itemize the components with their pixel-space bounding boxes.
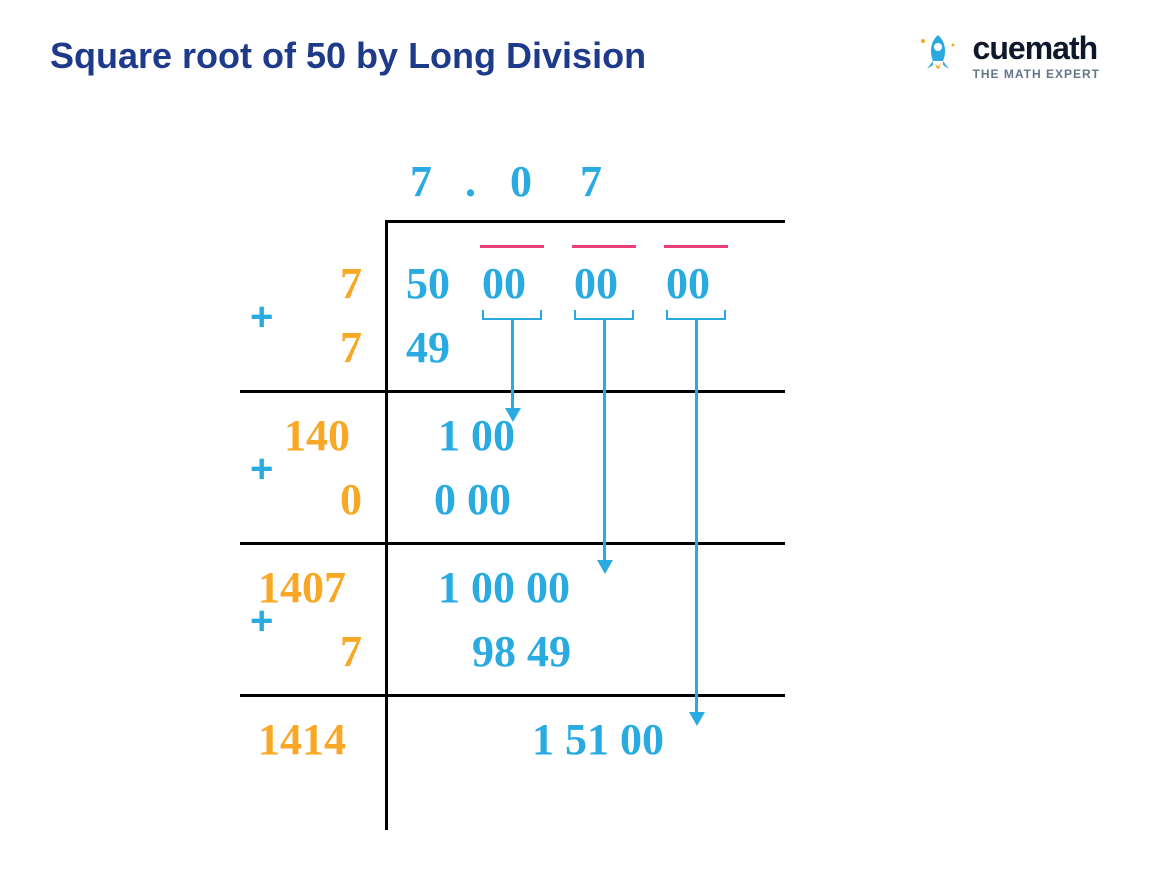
- pair-overline-1: [480, 245, 544, 248]
- step3-subtract: 98 49: [472, 626, 571, 677]
- step1-subtract: 49: [406, 322, 450, 373]
- pair-overline-3: [664, 245, 728, 248]
- pair-bracket-1: [482, 310, 542, 320]
- step2-subtract: 0 00: [434, 474, 511, 525]
- bringdown-arrow-1-line: [511, 320, 514, 410]
- division-vertical-line: [385, 220, 388, 830]
- bringdown-arrow-3-head: [689, 712, 705, 726]
- step2-plus-icon: +: [250, 447, 273, 492]
- page-title: Square root of 50 by Long Division: [50, 35, 646, 77]
- bringdown-arrow-3-line: [695, 320, 698, 714]
- step1-left-bot: 7: [340, 322, 362, 373]
- logo-tagline-text: THE MATH EXPERT: [973, 67, 1100, 81]
- step3-left-bot: 7: [340, 626, 362, 677]
- line-after-step3: [240, 694, 785, 697]
- line-after-step2: [240, 542, 785, 545]
- pair-overline-2: [572, 245, 636, 248]
- brand-logo: cuemath THE MATH EXPERT: [913, 30, 1100, 81]
- step1-left-top: 7: [340, 258, 362, 309]
- step3-plus-icon: +: [250, 599, 273, 644]
- step2-left-bot: 0: [340, 474, 362, 525]
- step2-left-top: 140: [284, 410, 350, 461]
- step4-remainder: 1 51 00: [532, 714, 664, 765]
- bringdown-arrow-2-line: [603, 320, 606, 562]
- bringdown-arrow-1-head: [505, 408, 521, 422]
- step1-plus-icon: +: [250, 295, 273, 340]
- logo-brand-text: cuemath: [973, 30, 1100, 67]
- bringdown-arrow-2-head: [597, 560, 613, 574]
- dividend-g3: 00: [574, 258, 618, 309]
- quotient-digit-1: 7: [410, 156, 432, 207]
- pair-bracket-2: [574, 310, 634, 320]
- quotient-dot: .: [465, 156, 476, 207]
- long-division-diagram: 7 . 0 7 50 00 00 00 7 + 7 49 140 + 0 1 0…: [180, 150, 880, 850]
- pair-bracket-3: [666, 310, 726, 320]
- dividend-g2: 00: [482, 258, 526, 309]
- step2-remainder: 1 00: [438, 410, 515, 461]
- quotient-digit-2: 0: [510, 156, 532, 207]
- step4-left: 1414: [258, 714, 346, 765]
- division-top-line: [385, 220, 785, 223]
- dividend-g1: 50: [406, 258, 450, 309]
- step3-remainder: 1 00 00: [438, 562, 570, 613]
- quotient-digit-3: 7: [580, 156, 602, 207]
- rocket-icon: [913, 31, 963, 81]
- dividend-g4: 00: [666, 258, 710, 309]
